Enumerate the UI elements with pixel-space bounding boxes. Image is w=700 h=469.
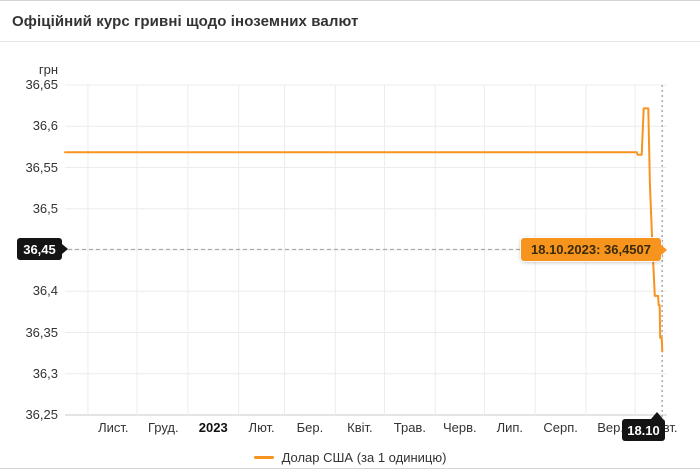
x-tick-label: 2023 bbox=[198, 420, 228, 435]
y-tick-label: 36,35 bbox=[25, 324, 58, 340]
page-title: Офіційний курс гривні щодо іноземних вал… bbox=[12, 12, 359, 30]
y-tick-label: 36,55 bbox=[25, 159, 58, 175]
x-tick-label: Груд. bbox=[147, 420, 179, 435]
x-axis-hover-badge-text: 18.10 bbox=[627, 422, 660, 438]
x-tick-label: Черв. bbox=[443, 420, 477, 435]
x-axis-hover-badge: 18.10 bbox=[622, 412, 665, 441]
legend-line-marker-icon bbox=[253, 455, 274, 459]
x-tick-label: Лист. bbox=[98, 420, 129, 435]
x-tick-label: Лип. bbox=[496, 420, 524, 435]
y-tick-label: 36,6 bbox=[32, 118, 58, 134]
chart-legend: Долар США (за 1 одиницю) bbox=[0, 445, 700, 468]
y-tick-label: 36,25 bbox=[25, 407, 58, 422]
y-tick-label: 36,3 bbox=[32, 365, 58, 381]
hover-tooltip-text: 18.10.2023: 36,4507 bbox=[531, 242, 651, 257]
x-badge-pointer-icon bbox=[651, 412, 663, 419]
y-badge-pointer-icon bbox=[62, 244, 68, 254]
x-tick-label: Серп. bbox=[543, 420, 578, 435]
y-tick-label: 36,5 bbox=[32, 200, 58, 216]
legend-item-usd[interactable]: Долар США (за 1 одиницю) bbox=[253, 449, 447, 465]
x-tick-label: Трав. bbox=[393, 420, 426, 435]
y-axis-unit-label: грн bbox=[38, 62, 58, 77]
y-axis-hover-badge-text: 36,45 bbox=[23, 241, 56, 257]
y-axis-hover-badge: 36,45 bbox=[17, 238, 68, 260]
widget-header: Офіційний курс гривні щодо іноземних вал… bbox=[0, 1, 700, 42]
tooltip-pointer-icon bbox=[660, 243, 667, 256]
legend-item-label: Долар США (за 1 одиницю) bbox=[281, 449, 447, 465]
x-tick-label: Квіт. bbox=[347, 420, 373, 435]
x-tick-label: Вер. bbox=[597, 420, 624, 435]
y-tick-label: 36,4 bbox=[32, 283, 58, 299]
x-tick-label: Лют. bbox=[248, 420, 275, 435]
y-tick-label: 36,65 bbox=[25, 77, 58, 92]
x-tick-label: Бер. bbox=[296, 420, 324, 435]
hover-tooltip: 18.10.2023: 36,4507 bbox=[521, 238, 667, 261]
